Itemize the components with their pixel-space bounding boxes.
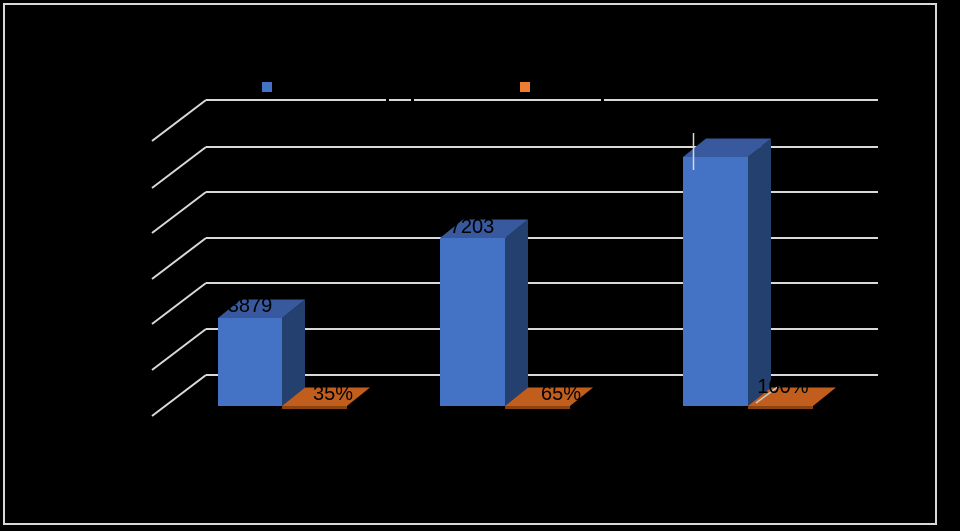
data-labels: 3879 7203 11082 35% 65% 100% [228, 114, 809, 405]
pad3-front-edge [748, 406, 813, 409]
bar1-data-label[interactable]: 3879 [228, 295, 273, 317]
pad2-data-label[interactable]: 65% [541, 383, 581, 405]
gridline-d2 [151, 146, 207, 189]
legend-text-descender-marks [386, 99, 604, 103]
pad1-data-label[interactable]: 35% [313, 383, 353, 405]
bar-group-3 [683, 133, 836, 409]
legend [262, 82, 530, 92]
bar2-side-face[interactable] [505, 219, 528, 407]
gridline-d5 [151, 282, 207, 325]
gridline-d4 [151, 237, 207, 280]
bar2-front-face[interactable] [440, 238, 505, 406]
bar3-data-label[interactable]: 11082 [690, 114, 744, 136]
legend-swatch-series2[interactable] [520, 82, 530, 92]
gridline-d6 [151, 328, 207, 371]
gridline-d1 [151, 99, 207, 142]
gridline-d3 [151, 191, 207, 234]
bar1-front-face[interactable] [218, 318, 282, 406]
bar3-front-face[interactable] [683, 157, 748, 406]
pad3-leader-line [755, 385, 780, 404]
chart-frame [3, 3, 937, 525]
bar2-top-face[interactable] [440, 219, 528, 239]
gridline-d7 [151, 374, 207, 417]
pad2-top-face[interactable] [505, 387, 593, 407]
bar1-top-face[interactable] [218, 299, 305, 319]
pad1-front-edge [282, 406, 347, 409]
legend-swatch-series1[interactable] [262, 82, 272, 92]
bar2-data-label[interactable]: 7203 [450, 216, 495, 238]
pad2-front-edge [505, 406, 570, 409]
bar-group-1 [218, 299, 370, 409]
bar3-side-face[interactable] [748, 138, 771, 407]
pad3-data-label[interactable]: 100% [757, 376, 808, 398]
bar1-side-face[interactable] [282, 299, 305, 407]
pad1-top-face[interactable] [282, 387, 370, 407]
bar-group-2 [440, 219, 593, 409]
bar3-top-face[interactable] [683, 138, 771, 158]
